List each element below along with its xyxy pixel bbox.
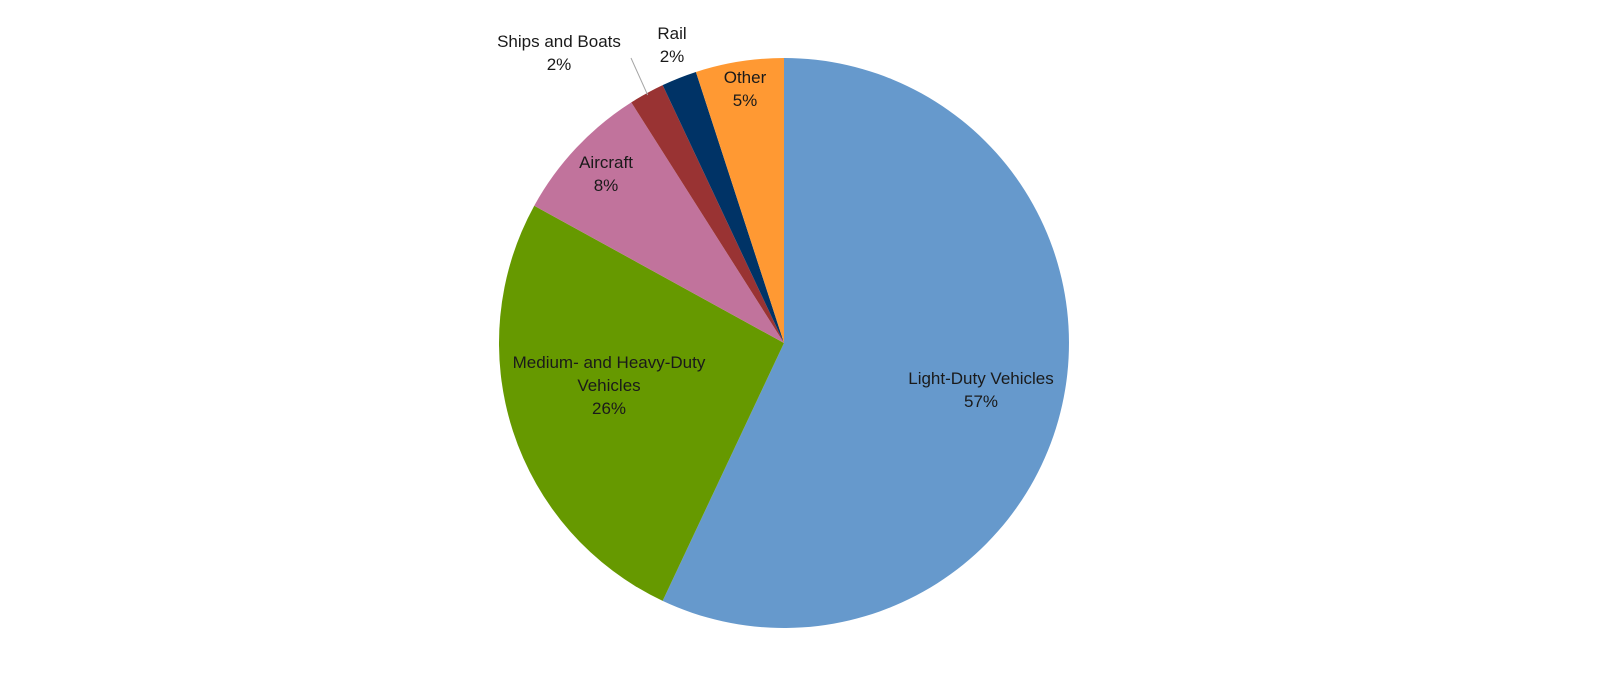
data-label-category: Rail	[657, 24, 686, 43]
data-label-aircraft: Aircraft 8%	[579, 153, 633, 195]
data-label-percent: 26%	[592, 399, 626, 418]
data-label-rail: Rail 2%	[657, 24, 686, 66]
pie-slice-ships-and-boats	[631, 85, 784, 344]
data-label-light-duty-vehicles: Light-Duty Vehicles 57%	[908, 369, 1054, 411]
pie-slice-rail	[662, 71, 784, 343]
data-label-percent: 8%	[594, 176, 619, 195]
pie-slice-medium-and-heavy-duty-vehicles	[498, 205, 784, 601]
data-label-category: Medium- and Heavy-Duty	[513, 353, 706, 372]
data-label-category: Vehicles	[577, 376, 640, 395]
pie-slice-aircraft	[534, 102, 784, 344]
data-label-other: Other 5%	[724, 68, 767, 110]
slices-layer	[498, 58, 1069, 628]
data-label-percent: 2%	[660, 47, 685, 66]
data-label-percent: 5%	[733, 91, 758, 110]
data-label-ships-and-boats: Ships and Boats 2%	[497, 32, 621, 74]
data-label-percent: 57%	[964, 392, 998, 411]
data-label-category: Ships and Boats	[497, 32, 621, 51]
data-label-percent: 2%	[547, 55, 572, 74]
data-label-category: Light-Duty Vehicles	[908, 369, 1054, 388]
pie-slice-other	[695, 58, 784, 343]
data-label-category: Other	[724, 68, 767, 87]
data-label-medium-and-heavy-duty-vehicles: Medium- and Heavy-Duty Vehicles 26%	[513, 353, 706, 418]
data-label-category: Aircraft	[579, 153, 633, 172]
labels-layer: Light-Duty Vehicles 57% Medium- and Heavy-…	[497, 24, 1054, 418]
leader-line-ships-and-boats	[630, 57, 649, 96]
leader-lines-layer	[630, 57, 649, 96]
pie-slice-light-duty-vehicles	[662, 58, 1069, 628]
